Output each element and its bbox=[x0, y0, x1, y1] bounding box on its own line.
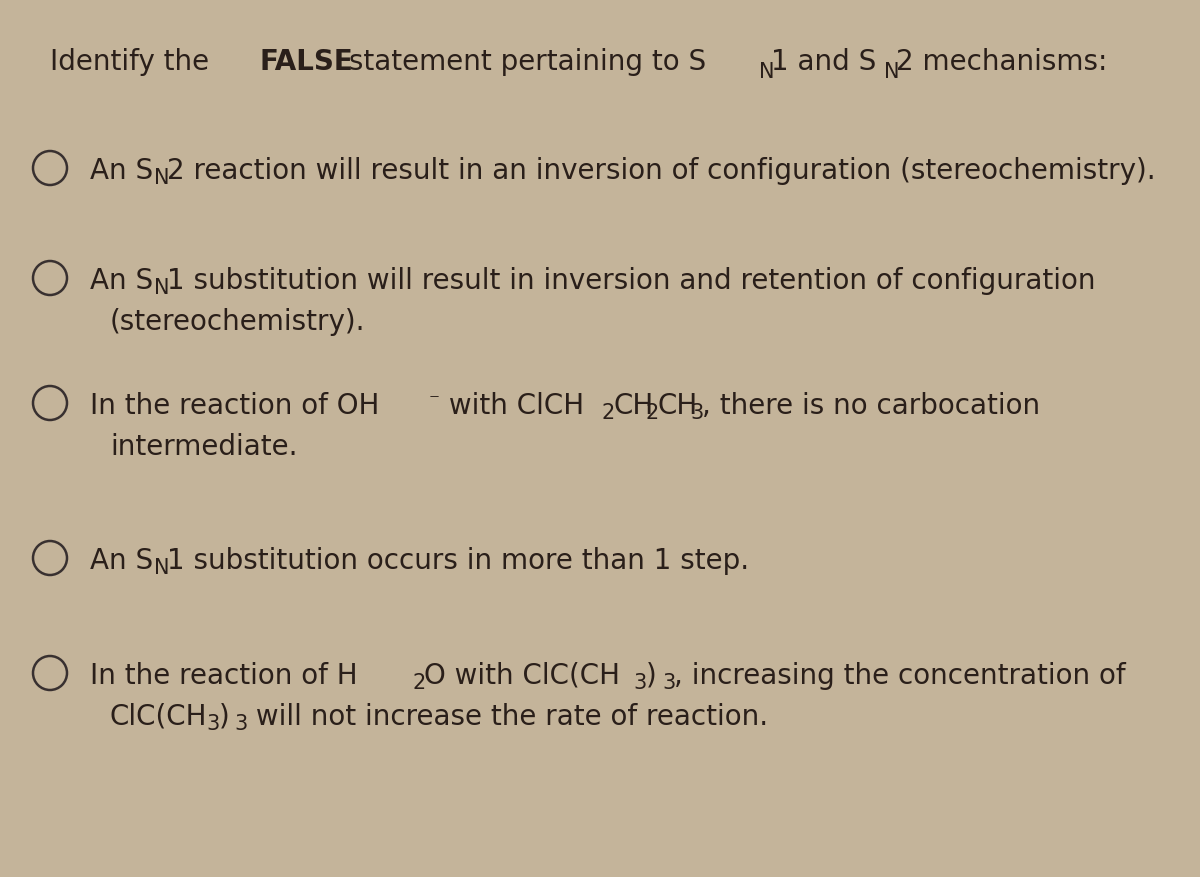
Text: 1 substitution occurs in more than 1 step.: 1 substitution occurs in more than 1 ste… bbox=[167, 546, 749, 574]
Text: 2 reaction will result in an inversion of configuration (stereochemistry).: 2 reaction will result in an inversion o… bbox=[167, 156, 1156, 184]
Text: will not increase the rate of reaction.: will not increase the rate of reaction. bbox=[247, 702, 768, 730]
Text: 3: 3 bbox=[662, 672, 676, 692]
Text: , there is no carbocation: , there is no carbocation bbox=[702, 391, 1040, 419]
Text: CH: CH bbox=[613, 391, 654, 419]
Text: ): ) bbox=[646, 661, 656, 688]
Text: 2: 2 bbox=[413, 672, 426, 692]
Text: N: N bbox=[155, 168, 170, 188]
Text: 2: 2 bbox=[601, 403, 614, 422]
Text: N: N bbox=[883, 62, 899, 82]
Text: , increasing the concentration of: , increasing the concentration of bbox=[674, 661, 1126, 688]
Text: An S: An S bbox=[90, 156, 154, 184]
Text: 1 substitution will result in inversion and retention of configuration: 1 substitution will result in inversion … bbox=[167, 267, 1096, 295]
Text: 3: 3 bbox=[235, 713, 248, 733]
Text: with ClCH: with ClCH bbox=[440, 391, 584, 419]
Text: CH: CH bbox=[658, 391, 698, 419]
Text: intermediate.: intermediate. bbox=[110, 432, 298, 460]
Text: In the reaction of OH: In the reaction of OH bbox=[90, 391, 379, 419]
Text: 3: 3 bbox=[690, 403, 703, 422]
Text: N: N bbox=[758, 62, 774, 82]
Text: In the reaction of H: In the reaction of H bbox=[90, 661, 358, 688]
Text: 2: 2 bbox=[646, 403, 659, 422]
Text: ): ) bbox=[218, 702, 229, 730]
Text: (stereochemistry).: (stereochemistry). bbox=[110, 307, 366, 335]
Text: FALSE: FALSE bbox=[259, 48, 353, 76]
Text: 1 and S: 1 and S bbox=[770, 48, 876, 76]
Text: Identify the: Identify the bbox=[50, 48, 218, 76]
Text: N: N bbox=[155, 557, 170, 577]
Text: N: N bbox=[155, 277, 170, 297]
Text: An S: An S bbox=[90, 267, 154, 295]
Text: ClC(CH: ClC(CH bbox=[110, 702, 208, 730]
Text: O with ClC(CH: O with ClC(CH bbox=[425, 661, 620, 688]
Text: statement pertaining to S: statement pertaining to S bbox=[340, 48, 706, 76]
Text: 2 mechanisms:: 2 mechanisms: bbox=[896, 48, 1108, 76]
Text: An S: An S bbox=[90, 546, 154, 574]
Text: 3: 3 bbox=[634, 672, 647, 692]
Text: 3: 3 bbox=[206, 713, 220, 733]
Text: ⁻: ⁻ bbox=[428, 390, 439, 410]
